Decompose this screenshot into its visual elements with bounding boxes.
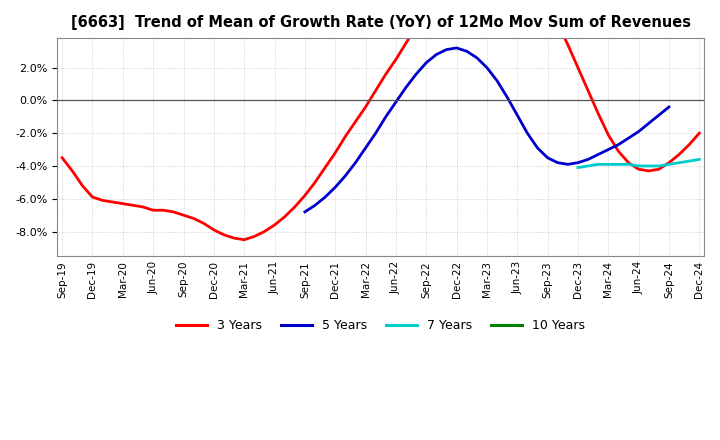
Legend: 3 Years, 5 Years, 7 Years, 10 Years: 3 Years, 5 Years, 7 Years, 10 Years	[171, 314, 590, 337]
Title: [6663]  Trend of Mean of Growth Rate (YoY) of 12Mo Mov Sum of Revenues: [6663] Trend of Mean of Growth Rate (YoY…	[71, 15, 690, 30]
